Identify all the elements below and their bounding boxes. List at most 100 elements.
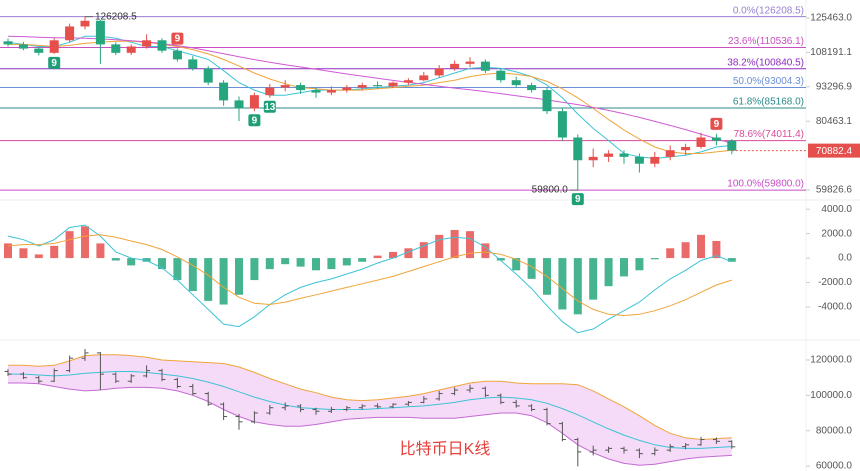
y-tick-label: 93296.9	[816, 81, 853, 92]
candle-body	[142, 40, 152, 47]
macd-bar	[435, 234, 444, 259]
td-marker	[263, 100, 276, 113]
macd-bar	[235, 258, 243, 295]
candle-body	[80, 20, 90, 27]
candle-body	[588, 156, 598, 161]
candle-body	[604, 153, 614, 157]
macd-bar	[681, 242, 690, 259]
macd-bar	[573, 258, 582, 315]
candle-body	[296, 85, 306, 91]
macd-bar	[265, 258, 274, 270]
candle-body	[111, 44, 121, 53]
candle-body	[326, 90, 336, 93]
td-marker	[48, 56, 61, 69]
fib-label: 78.6%(74011.4)	[734, 129, 804, 140]
candle-body	[727, 140, 737, 151]
candle-body	[95, 20, 105, 45]
candle-body	[634, 156, 644, 164]
candle-body	[49, 40, 59, 53]
macd-bar	[65, 231, 74, 259]
candle-body	[511, 80, 521, 86]
candle-body	[311, 90, 321, 93]
macd-bar	[19, 248, 28, 259]
fib-label: 0.0%(126208.5)	[733, 5, 804, 16]
macd-bar	[589, 258, 598, 300]
macd-bar	[666, 248, 675, 259]
candle-body	[465, 61, 475, 64]
td-marker-label: 13	[264, 102, 276, 113]
macd-bar	[604, 258, 613, 287]
td-marker	[248, 114, 261, 127]
bollinger-lower	[8, 382, 732, 466]
macd-line	[7, 224, 732, 334]
candle-body	[249, 95, 259, 109]
candle-body	[357, 85, 367, 88]
candle-body	[172, 50, 182, 60]
ma-line	[8, 40, 732, 154]
macd-line	[7, 234, 732, 317]
y-tick-label: -2000.0	[818, 277, 852, 288]
candle-body	[188, 59, 198, 69]
y-tick-label: 108191.1	[810, 47, 852, 58]
fib-label: 23.6%(110536.1)	[728, 36, 804, 47]
candle-body	[711, 137, 721, 141]
macd-bar	[373, 255, 382, 259]
candle-body	[18, 44, 28, 49]
candle-body	[419, 75, 429, 81]
fib-label: 38.2%(100840.5)	[727, 57, 804, 68]
macd-bar	[81, 226, 89, 259]
high-annotation: 126208.5	[95, 11, 137, 22]
macd-bar	[450, 229, 459, 259]
candle-body	[342, 87, 352, 91]
candle-body	[450, 63, 460, 69]
macd-bar	[219, 258, 228, 305]
last-price-label: 70882.4	[816, 146, 853, 157]
candle-body	[388, 82, 398, 87]
last-price-tag	[808, 143, 860, 158]
td-marker-label: 9	[51, 58, 57, 69]
candle-body	[619, 153, 629, 157]
macd-bar	[697, 234, 705, 259]
macd-bar	[142, 258, 151, 262]
macd-bar	[4, 243, 12, 259]
macd-bar	[419, 242, 428, 259]
macd-bar	[188, 258, 197, 292]
candle-body	[650, 156, 660, 164]
td-marker-label: 9	[175, 34, 181, 45]
fib-label: 100.0%(59800.0)	[727, 179, 804, 190]
macd-bar	[204, 258, 213, 301]
macd-bar	[250, 258, 259, 281]
td-marker	[171, 32, 184, 45]
macd-bar	[111, 258, 120, 261]
candle-body	[3, 41, 13, 45]
fib-label: 50.0%(93004.3)	[733, 76, 804, 87]
macd-bar	[404, 248, 413, 259]
macd-bar	[173, 258, 182, 281]
candle-body	[696, 137, 706, 147]
macd-bar	[127, 258, 136, 266]
macd-bar	[358, 258, 367, 262]
macd-bar	[727, 258, 736, 262]
macd-bar	[712, 240, 721, 259]
td-marker-label: 9	[252, 115, 258, 126]
td-marker	[710, 117, 723, 130]
candle-body	[265, 87, 275, 96]
y-tick-label: 80463.1	[816, 116, 853, 127]
ma-line	[7, 35, 732, 144]
td-marker-label: 9	[575, 194, 581, 205]
y-tick-label: -4000.0	[818, 302, 852, 313]
candle-body	[373, 85, 383, 87]
macd-bar	[281, 258, 290, 265]
y-tick-label: 2000.0	[821, 228, 852, 239]
candle-body	[434, 68, 444, 76]
bollinger-mid	[8, 371, 732, 449]
bollinger-upper	[8, 354, 732, 441]
y-tick-label: 120000.0	[810, 355, 852, 366]
macd-bar	[527, 258, 536, 279]
candle-body	[280, 85, 290, 88]
macd-bar	[342, 258, 351, 266]
candle-body	[403, 80, 413, 83]
candle-body	[157, 40, 167, 51]
